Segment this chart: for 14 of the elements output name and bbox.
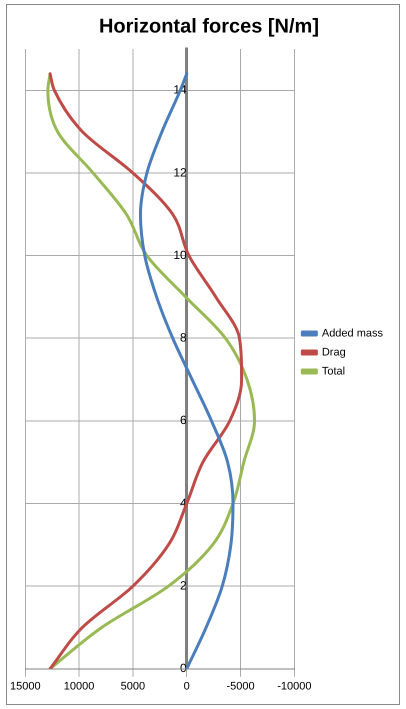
y-tick-label: 10 <box>173 248 188 262</box>
chart-title: Horizontal forces [N/m] <box>98 16 320 38</box>
x-tick-label: 5000 <box>120 680 146 692</box>
y-tick-label: 6 <box>180 413 188 428</box>
y-tick-label: 2 <box>180 578 188 592</box>
legend-label: Drag <box>322 346 346 359</box>
x-tick-label: -10000 <box>277 680 312 692</box>
legend-label: Added mass <box>322 328 384 340</box>
x-tick-label: 15000 <box>10 680 41 692</box>
x-tick-label: -5000 <box>226 680 255 692</box>
y-tick-label: 8 <box>180 330 188 345</box>
y-tick-label: 12 <box>173 165 188 180</box>
x-tick-label: 10000 <box>64 680 94 692</box>
legend-label: Total <box>322 366 346 378</box>
